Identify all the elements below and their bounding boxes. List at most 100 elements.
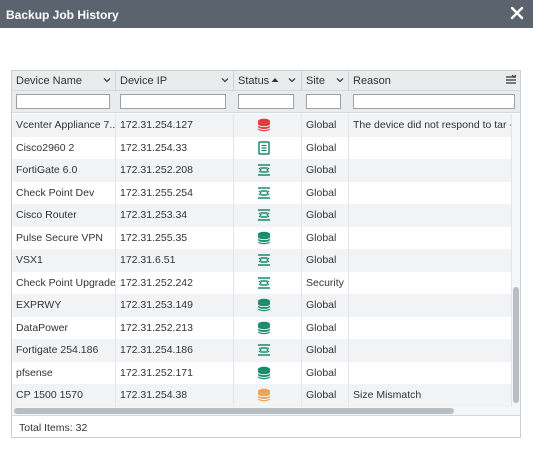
- document-icon: [258, 140, 270, 155]
- table-row[interactable]: CP 1500 1570 172.31.254.38 Global Size Mism…: [12, 384, 512, 407]
- column-header-device-ip[interactable]: Device IP: [116, 71, 234, 91]
- cell-site: Global: [302, 136, 349, 159]
- database-success-icon: [257, 321, 271, 334]
- column-header-site[interactable]: Site: [302, 71, 349, 91]
- table-row[interactable]: Check Point Dev 172.31.255.254 Global: [12, 181, 512, 204]
- cell-text: Cisco2960 2: [16, 141, 75, 154]
- cell-text: CP 1500 1570: [16, 389, 83, 401]
- cell-text: Global: [306, 119, 337, 131]
- cell-text: 172.31.252.208: [120, 164, 193, 176]
- unchanged-icon: [258, 344, 270, 356]
- table-row[interactable]: Pulse Secure VPN 172.31.255.35 Global: [12, 226, 512, 249]
- cell-text: Fortigate 254.186: [16, 344, 99, 356]
- cell-text: Global: [306, 164, 337, 176]
- cell-site: Global: [302, 226, 349, 249]
- table-row[interactable]: Check Point Upgrade 172.31.252.242 Securit…: [12, 271, 512, 294]
- chevron-down-icon[interactable]: [102, 75, 112, 85]
- close-icon[interactable]: [509, 5, 525, 21]
- cell-site: Global: [302, 316, 349, 339]
- unchanged-icon: [258, 164, 270, 176]
- filter-site-input[interactable]: [306, 94, 341, 109]
- cell-text: 172.31.254.33: [120, 141, 188, 154]
- filter-device-name-input[interactable]: [16, 94, 110, 109]
- table-row[interactable]: EXPRWY 172.31.253.149 Global: [12, 294, 512, 317]
- table-row[interactable]: Fortigate 254.186 172.31.254.186 Global: [12, 339, 512, 362]
- cell-text: FortiGate 6.0: [16, 164, 78, 176]
- cell-text: 172.31.252.213: [120, 321, 193, 334]
- cell-device-ip: 172.31.254.127: [116, 114, 234, 137]
- table-row[interactable]: Cisco2960 2 172.31.254.33 Global: [12, 136, 512, 159]
- dialog-title: Backup Job History: [6, 8, 119, 22]
- title-bar[interactable]: Backup Job History: [0, 0, 533, 28]
- column-label: Device IP: [120, 75, 168, 87]
- cell-site: Global: [302, 361, 349, 384]
- database-failed-icon: [257, 118, 271, 132]
- cell-reason: The device did not respond to tar -c...: [349, 114, 512, 137]
- filter-device-ip-input[interactable]: [120, 94, 226, 109]
- cell-text: Global: [306, 389, 337, 401]
- chevron-down-icon[interactable]: [335, 75, 345, 85]
- cell-device-ip: 172.31.254.33: [116, 136, 234, 159]
- cell-device-ip: 172.31.6.51: [116, 249, 234, 272]
- grid-footer: Total Items: 32: [12, 415, 520, 437]
- cell-site: Global: [302, 294, 349, 317]
- table-row[interactable]: VSX1 172.31.6.51 Global: [12, 249, 512, 272]
- horizontal-scrollbar-thumb[interactable]: [14, 408, 454, 414]
- cell-device-name: Check Point Upgrade: [12, 271, 116, 294]
- cell-device-ip: 172.31.254.38: [116, 384, 234, 407]
- table-row[interactable]: Vcenter Appliance 7... 172.31.254.127 Glob…: [12, 114, 512, 137]
- cell-text: Pulse Secure VPN: [16, 231, 103, 244]
- table-row[interactable]: DataPower 172.31.252.213 Global: [12, 316, 512, 339]
- cell-site: Global: [302, 204, 349, 227]
- column-header-reason[interactable]: Reason: [349, 71, 520, 91]
- cell-status: [234, 204, 302, 227]
- table-row[interactable]: Cisco Router 172.31.253.34 Global: [12, 204, 512, 227]
- cell-status: [234, 294, 302, 317]
- cell-status: [234, 384, 302, 407]
- chevron-down-icon[interactable]: [287, 75, 297, 85]
- column-label: Status: [238, 75, 270, 87]
- filter-status-input[interactable]: [238, 94, 294, 109]
- grid-header: Device Name Device IP Status Site Reason: [12, 71, 520, 91]
- cell-device-name: VSX1: [12, 249, 116, 272]
- cell-status: [234, 271, 302, 294]
- column-label: Reason: [353, 75, 391, 87]
- cell-text: Global: [306, 209, 337, 221]
- cell-device-name: Check Point Dev: [12, 181, 116, 204]
- cell-text: The device did not respond to tar -c...: [353, 119, 512, 131]
- cell-device-ip: 172.31.253.149: [116, 294, 234, 317]
- chevron-down-icon[interactable]: [220, 75, 230, 85]
- cell-status: [234, 226, 302, 249]
- filter-reason-input[interactable]: [353, 94, 515, 109]
- cell-text: Cisco Router: [16, 209, 77, 221]
- cell-text: 172.31.6.51: [120, 254, 176, 266]
- cell-reason: [349, 204, 512, 227]
- column-header-status[interactable]: Status: [234, 71, 302, 91]
- cell-text: Global: [306, 321, 337, 334]
- vertical-scrollbar[interactable]: [512, 114, 520, 407]
- column-label: Device Name: [16, 75, 83, 87]
- cell-text: Check Point Dev: [16, 186, 95, 199]
- table-row[interactable]: pfsense 172.31.252.171 Global: [12, 361, 512, 384]
- cell-text: DataPower: [16, 321, 68, 334]
- table-row[interactable]: FortiGate 6.0 172.31.252.208 Global: [12, 159, 512, 182]
- column-header-device-name[interactable]: Device Name: [12, 71, 116, 91]
- cell-device-ip: 172.31.252.242: [116, 271, 234, 294]
- cell-device-name: Fortigate 254.186: [12, 339, 116, 362]
- cell-text: Global: [306, 366, 337, 379]
- cell-reason: [349, 249, 512, 272]
- cell-site: Global: [302, 114, 349, 137]
- cell-status: [234, 136, 302, 159]
- column-menu-icon[interactable]: [505, 74, 517, 86]
- cell-device-name: pfsense: [12, 361, 116, 384]
- unchanged-icon: [258, 254, 270, 266]
- sort-ascending-icon[interactable]: [270, 75, 280, 85]
- cell-reason: [349, 339, 512, 362]
- cell-text: Check Point Upgrade: [16, 276, 116, 289]
- vertical-scrollbar-thumb[interactable]: [513, 287, 519, 403]
- cell-device-ip: 172.31.255.35: [116, 226, 234, 249]
- cell-status: [234, 339, 302, 362]
- database-success-icon: [257, 298, 271, 312]
- total-items-label: Total Items: 32: [19, 422, 88, 434]
